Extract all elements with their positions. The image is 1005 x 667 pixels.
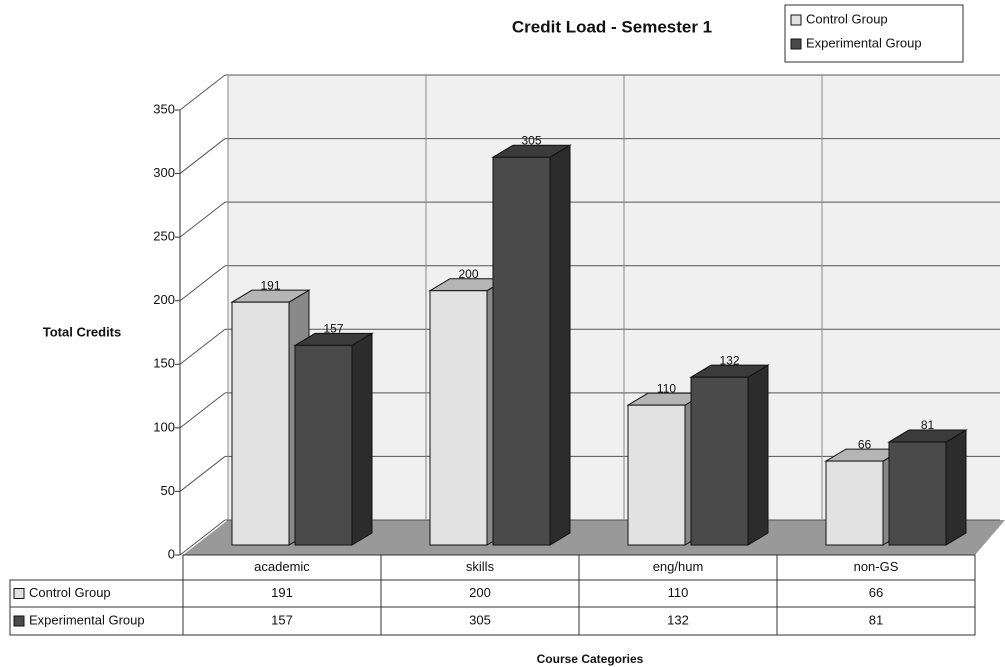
legend-swatch [790, 14, 802, 26]
x-tick-label: non-GS [854, 559, 899, 574]
table-cell: 157 [271, 612, 293, 627]
table-cell: 81 [869, 612, 883, 627]
grid-line [179, 328, 226, 365]
y-tick-label: 100 [153, 419, 175, 434]
data-label: 157 [323, 322, 343, 336]
back-wall [228, 75, 1000, 520]
y-axis-label: Total Credits [43, 324, 122, 339]
table-cell: 66 [869, 585, 883, 600]
bar-front [429, 290, 488, 546]
bar-front [627, 404, 686, 546]
data-label: 200 [458, 267, 478, 281]
y-tick-label: 50 [161, 483, 175, 498]
legend-box [784, 4, 964, 63]
bar [293, 332, 374, 546]
y-tick-label: 300 [153, 165, 175, 180]
bar-front [231, 301, 290, 546]
bar-side [549, 144, 571, 546]
table-cell: 200 [469, 585, 491, 600]
table-cell: 191 [271, 585, 293, 600]
data-label: 110 [657, 381, 676, 395]
bar [689, 364, 770, 546]
data-label: 305 [521, 133, 541, 147]
bar-side [351, 332, 373, 546]
legend-label: Control Group [806, 11, 888, 26]
table-row-label: Experimental Group [29, 612, 145, 627]
floor [183, 520, 1005, 555]
bar-front [888, 441, 947, 546]
legend-swatch [790, 38, 802, 50]
table-cell: 132 [667, 612, 689, 627]
table-row-label: Control Group [29, 585, 111, 600]
y-tick-label: 250 [153, 229, 175, 244]
grid-line [179, 392, 226, 429]
data-label: 132 [719, 353, 739, 367]
bar-side [747, 364, 769, 546]
bar-front [492, 156, 551, 546]
table-swatch [13, 615, 25, 627]
x-tick-label: academic [254, 559, 310, 574]
bar-front [825, 460, 884, 546]
y-tick-label: 150 [153, 356, 175, 371]
bar-side [945, 429, 967, 546]
bar-front [690, 376, 749, 546]
grid-line [179, 201, 226, 238]
chart-title: Credit Load - Semester 1 [512, 17, 712, 36]
y-tick-label: 0 [168, 546, 175, 561]
data-label: 191 [260, 278, 280, 292]
grid-line [179, 74, 226, 111]
table-swatch [13, 588, 25, 599]
bar [491, 144, 572, 546]
grid-line [179, 138, 226, 174]
grid-line [179, 456, 226, 492]
x-tick-label: skills [466, 559, 495, 574]
legend-label: Experimental Group [806, 35, 922, 50]
y-tick-label: 350 [153, 101, 175, 116]
grid-line [179, 519, 226, 556]
table-cell: 305 [469, 612, 491, 627]
grid-line [179, 265, 226, 302]
y-tick-label: 200 [153, 292, 175, 307]
data-label: 66 [858, 437, 872, 451]
x-tick-label: eng/hum [653, 559, 704, 574]
bar [887, 429, 968, 546]
table-cell: 110 [668, 585, 689, 600]
x-axis-label: Course Categories [537, 652, 644, 666]
bar-front [294, 344, 353, 546]
data-label: 81 [921, 418, 935, 432]
